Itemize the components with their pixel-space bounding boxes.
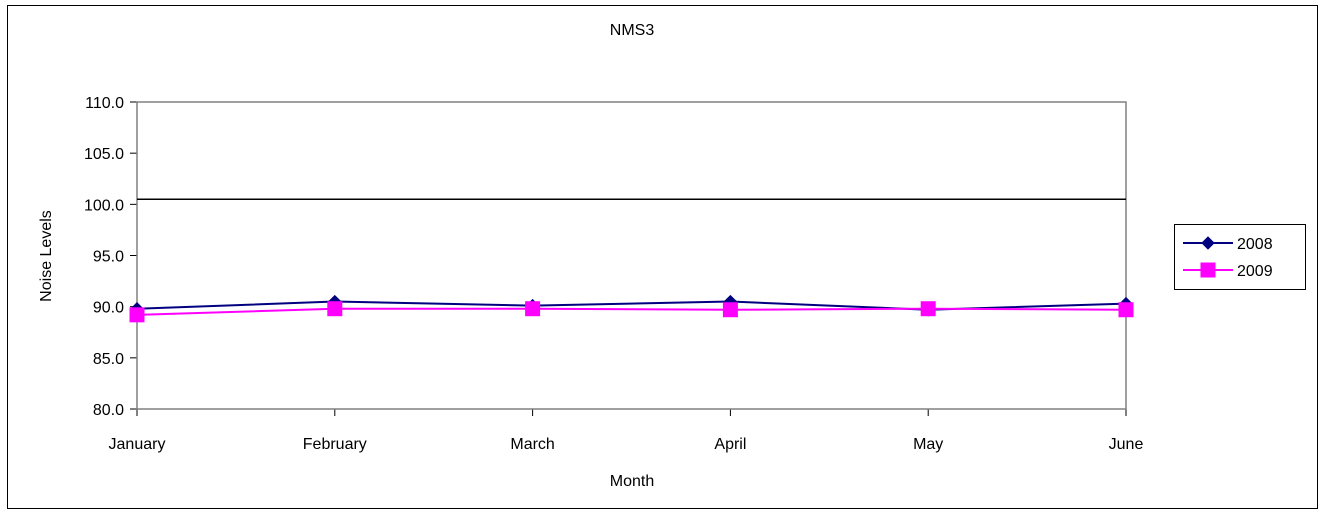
series-group <box>129 294 1134 323</box>
x-tick-label: March <box>510 436 554 453</box>
legend-graphics: 2008 2009 <box>1183 236 1273 280</box>
series-line-2009 <box>136 307 1127 316</box>
x-tick-label: June <box>1109 436 1144 453</box>
legend-marker-2008 <box>1201 236 1215 250</box>
x-axis: January February March April May June <box>109 409 1144 453</box>
y-tick-label: 110.0 <box>85 95 124 112</box>
legend-label-2008: 2008 <box>1237 236 1273 253</box>
y-tick-label: 95.0 <box>93 249 124 266</box>
data-point-2009 <box>920 301 936 317</box>
x-tick-label: May <box>913 436 943 453</box>
legend-marker-2009 <box>1200 262 1216 278</box>
legend: 2008 2009 <box>1174 224 1306 290</box>
chart-title: NMS3 <box>610 22 655 39</box>
y-axis-label: Noise Levels <box>38 210 55 302</box>
x-tick-label: April <box>714 436 746 453</box>
data-point-2009 <box>1118 302 1134 318</box>
x-tick-label: February <box>303 436 367 453</box>
data-point-2009 <box>525 301 541 317</box>
x-axis-label: Month <box>610 473 654 490</box>
y-tick-label: 80.0 <box>93 402 124 419</box>
plot-area <box>136 101 1127 410</box>
y-tick-label: 85.0 <box>93 351 124 368</box>
data-point-2009 <box>722 302 738 318</box>
chart-frame <box>7 5 1318 509</box>
legend-label-2009: 2009 <box>1237 263 1273 280</box>
data-point-2009 <box>129 307 145 323</box>
y-tick-label: 100.0 <box>84 197 124 214</box>
x-tick-label: January <box>109 436 166 453</box>
y-tick-label: 105.0 <box>84 146 124 163</box>
data-point-2009 <box>327 301 343 317</box>
y-axis: 80.0 85.0 90.0 95.0 100.0 105.0 110.0 <box>84 95 137 419</box>
y-tick-label: 90.0 <box>93 300 124 317</box>
